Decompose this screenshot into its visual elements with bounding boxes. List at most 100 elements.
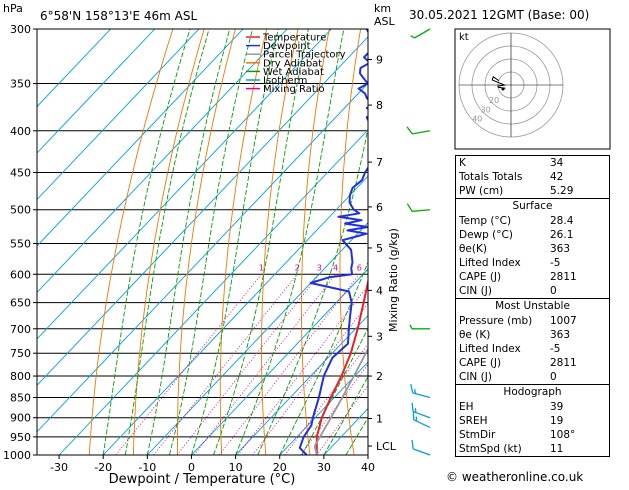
isotherm-line [0,29,243,455]
km-tick-label: 1 [376,413,383,426]
hodo-value: 39 [547,400,609,414]
mu-key: CIN (J) [456,370,547,384]
mu-value: 2811 [547,356,609,370]
indices-table: K 34 Totals Totals 42 PW (cm) 5.29 Surfa… [455,155,610,457]
km-tick-label: 4 [376,284,383,297]
wind-barb-feather [409,403,415,412]
pressure-tick-label: 700 [10,323,31,336]
pressure-tick-label: 1000 [3,449,31,462]
wind-barb-feather [407,126,412,135]
hodo-key: StmDir [456,428,547,442]
pressure-tick-label: 350 [10,78,31,91]
wet-adiabat-line [169,17,255,455]
wind-barb [407,123,430,135]
isotherm-line [15,29,420,455]
surface-value: 2811 [547,270,609,284]
mixing-ratio-label: 3 [317,263,322,272]
wind-barb-shaft [413,449,430,455]
km-tick-label: 2 [376,370,383,383]
index-row-totals: Totals Totals 42 [456,170,609,184]
pressure-tick-label: 400 [10,125,31,138]
pressure-tick-label: 850 [10,391,31,404]
wind-barb [411,26,430,39]
index-value: 34 [547,156,609,170]
hodograph-title: Hodograph [456,384,609,400]
mu-row: CAPE (J)2811 [456,356,609,370]
dry-adiabat-line [611,17,629,472]
km-label: km [374,2,391,15]
mixing-ratio-line [154,274,298,455]
mixing-ratio-label: 16 [416,263,426,272]
x-axis-label: Dewpoint / Temperature (°C) [109,472,296,486]
surface-value: 0 [547,284,609,298]
km-tick-label: LCL [376,440,397,453]
location-title: 6°58'N 158°13'E 46m ASL [40,9,197,23]
hodograph-ring-label: 30 [481,105,491,114]
pressure-tick-label: 300 [10,23,31,36]
temperature-tick-label: 30 [317,461,331,474]
mixing-ratio-axis-label: Mixing Ratio (g/kg) [387,228,400,332]
wind-barb-feather [409,384,415,393]
legend-label: Mixing Ratio [263,84,325,95]
surface-key: Dewp (°C) [456,228,547,242]
wind-barb-shaft [414,29,430,38]
dry-adiabat-line [340,17,363,472]
pressure-tick-label: 900 [10,412,31,425]
hpa-label: hPa [3,2,23,15]
surface-value: 26.1 [547,228,609,242]
pressure-tick-label: 800 [10,370,31,383]
pressure-tick-label: 450 [10,166,31,179]
mixing-ratio-line [285,274,421,455]
hodo-value: 19 [547,414,609,428]
hodo-value: 108° [547,428,609,442]
km-tick-label: 3 [376,330,383,343]
dry-adiabat-line [414,17,447,472]
km-tick-label: 6 [376,201,383,214]
surface-key: θe(K) [456,242,547,256]
surface-row: CAPE (J)2811 [456,270,609,284]
dry-adiabat-line [178,17,239,472]
pressure-tick-label: 950 [10,431,31,444]
index-value: 42 [547,170,609,184]
wind-barb-shaft [412,131,430,134]
surface-key: Lifted Index [456,256,547,270]
wind-barb [409,403,432,418]
mu-value: 1007 [547,314,609,328]
km-tick-label: 7 [376,156,383,169]
mu-key: Pressure (mb) [456,314,547,328]
wind-barb [409,384,432,397]
hodo-key: StmSpd (kt) [456,442,547,456]
index-row-k: K 34 [456,156,609,170]
mixing-ratio-label: 8 [374,263,379,272]
footer-credit[interactable]: © weatheronline.co.uk [446,470,583,484]
surface-key: Temp (°C) [456,214,547,228]
index-row-pw: PW (cm) 5.29 [456,184,609,198]
mixing-ratio-label: 6 [357,263,362,272]
storm-motion-marker [502,88,505,91]
surface-value: -5 [547,256,609,270]
hodo-key: EH [456,400,547,414]
hodo-value: 11 [547,442,609,456]
wind-barb [409,440,432,455]
index-key: K [456,156,547,170]
km-tick-label: 9 [376,53,383,66]
surface-row: CIN (J)0 [456,284,609,298]
datetime-title: 30.05.2021 12GMT (Base: 00) [409,8,589,22]
wind-barb-half-feather [411,35,415,39]
hodograph-frame [455,29,610,149]
hodograph-units-label: kt [459,32,469,43]
asl-label: ASL [374,15,396,28]
wind-barb [410,411,433,428]
mu-key: θe (K) [456,328,547,342]
mu-key: Lifted Index [456,342,547,356]
pressure-tick-label: 550 [10,237,31,250]
pressure-tick-label: 600 [10,268,31,281]
pressure-tick-label: 750 [10,347,31,360]
hodo-key: SREH [456,414,547,428]
surface-value: 363 [547,242,609,256]
mu-row: Lifted Index-5 [456,342,609,356]
surface-row: Temp (°C)28.4 [456,214,609,228]
wind-barb [410,325,430,329]
mu-row: CIN (J)0 [456,370,609,384]
